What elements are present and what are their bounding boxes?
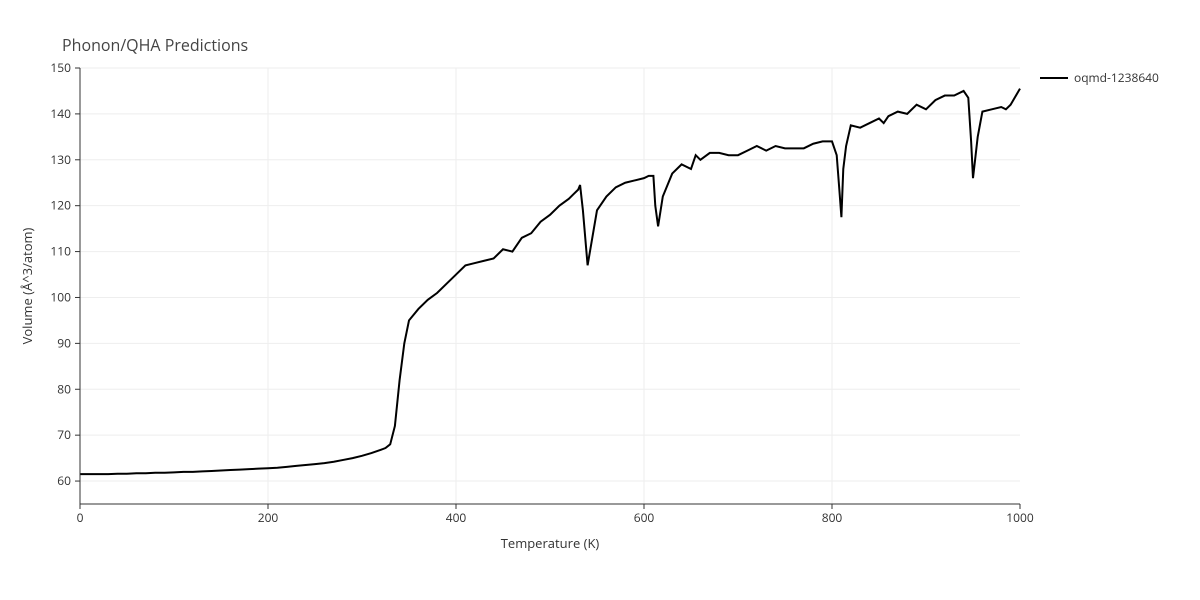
- chart-canvas: 0 200 400 600 800 1000 60 70 80 90 100 110 120 130 140…: [0, 0, 1200, 600]
- y-tick-label: 140: [50, 105, 71, 122]
- legend-label: oqmd-1238640: [1074, 69, 1159, 86]
- x-tick-label: 800: [822, 509, 843, 526]
- series-line: [80, 89, 1020, 475]
- x-tick-label: 0: [77, 509, 84, 526]
- y-tick-label: 100: [50, 288, 71, 305]
- y-tick-label: 150: [50, 59, 71, 76]
- y-tick-label: 110: [50, 243, 71, 260]
- x-tick-label: 600: [634, 509, 655, 526]
- y-tick-label: 90: [57, 334, 71, 351]
- y-axis-label: Volume (Å^3/atom): [18, 227, 36, 344]
- y-tick-label: 70: [57, 426, 71, 443]
- x-tick-label: 200: [258, 509, 279, 526]
- y-tick-label: 130: [50, 151, 71, 168]
- x-tick-label: 1000: [1006, 509, 1034, 526]
- y-tick-label: 80: [57, 380, 71, 397]
- y-tick-label: 60: [57, 472, 71, 489]
- chart-title: Phonon/QHA Predictions: [62, 34, 248, 56]
- x-tick-label: 400: [446, 509, 467, 526]
- y-tick-label: 120: [50, 197, 71, 214]
- x-axis-label: Temperature (K): [501, 534, 600, 552]
